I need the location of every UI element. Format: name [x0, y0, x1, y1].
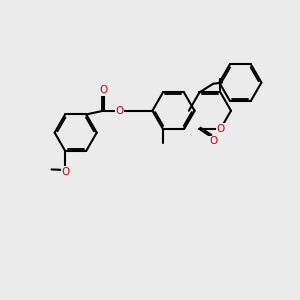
Text: O: O [61, 167, 69, 177]
Text: O: O [116, 106, 124, 116]
Text: O: O [99, 85, 108, 95]
Text: O: O [209, 136, 217, 146]
Text: O: O [216, 124, 225, 134]
